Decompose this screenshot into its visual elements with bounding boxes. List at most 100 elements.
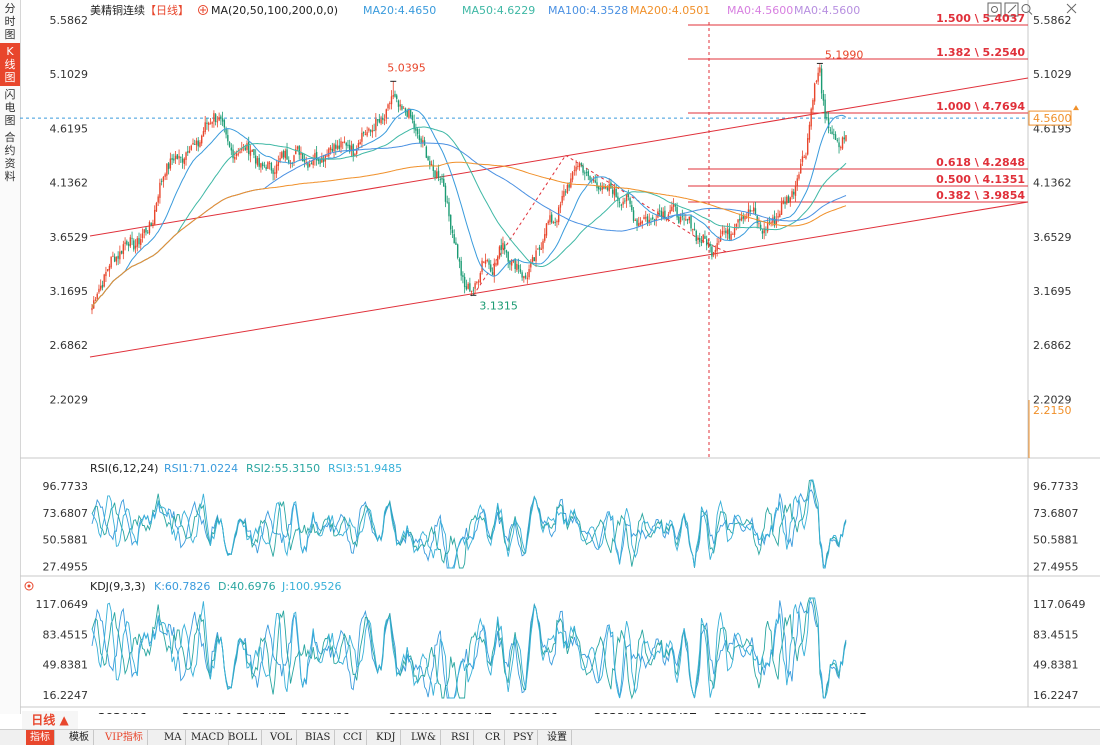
channel-lower-line[interactable] (89, 201, 1029, 358)
candle (537, 248, 539, 250)
candle (620, 204, 623, 206)
candle (791, 191, 793, 198)
search-icon[interactable] (1021, 4, 1033, 15)
candle (188, 150, 191, 153)
candle (434, 170, 436, 178)
kdj-tick-left: 16.2247 (43, 689, 89, 702)
extreme-label: 3.1315 (479, 299, 518, 312)
toolbar-btn-8[interactable]: CCI (339, 730, 368, 745)
candle (303, 159, 306, 162)
period-selector[interactable]: 日线 ▲ (22, 711, 78, 729)
rsi-tick-left: 27.4955 (43, 561, 89, 574)
candle (813, 83, 816, 102)
crosshair-dot (27, 584, 31, 588)
candle (389, 103, 391, 104)
rsi-line (91, 479, 847, 569)
candle (422, 140, 424, 143)
ma-value: MA200:4.0501 (630, 4, 710, 17)
chart-area[interactable]: 美精铜连续【日线】 MA(20,50,100,200,0,0) MA20:4.4… (20, 0, 1100, 714)
toolbar-btn-13[interactable]: PSY (509, 730, 539, 745)
candle (556, 220, 558, 223)
candle (674, 205, 677, 207)
kdj-line (91, 597, 847, 700)
candle (366, 132, 368, 136)
extreme-label: 5.1990 (825, 48, 864, 61)
candle (385, 109, 387, 119)
toolbar-btn-12[interactable]: CR (481, 730, 506, 745)
candle (282, 151, 285, 158)
candle (448, 202, 450, 217)
candle (350, 145, 353, 151)
candle (397, 100, 400, 107)
candle (373, 130, 375, 131)
sidebar-tab-0[interactable]: 分时图 (0, 0, 20, 43)
candle (568, 184, 570, 188)
candle (408, 108, 410, 118)
candle (728, 228, 731, 239)
candle (206, 122, 208, 124)
rsi-value: RSI2:55.3150 (246, 462, 320, 475)
candle (660, 210, 663, 217)
candle (697, 237, 699, 240)
toolbar-btn-2[interactable]: VIP指标 (101, 730, 148, 745)
candle (230, 147, 233, 151)
candle (533, 257, 536, 262)
candle (336, 145, 339, 149)
candle (481, 260, 483, 272)
toolbar-btn-4[interactable]: MACD (187, 730, 230, 745)
candle (441, 178, 443, 180)
toolbar-btn-10[interactable]: LW& (407, 730, 441, 745)
toolbar-btn-5[interactable]: BOLL (224, 730, 263, 745)
candle (714, 249, 717, 253)
settings-icon[interactable] (987, 2, 1002, 17)
toolbar-btn-3[interactable]: MA (160, 730, 187, 745)
candle (773, 216, 776, 226)
candle (594, 180, 596, 183)
candle (561, 195, 563, 203)
toolbar-btn-7[interactable]: BIAS (301, 730, 336, 745)
candle (833, 134, 835, 135)
candle (678, 216, 680, 224)
candle (495, 263, 497, 266)
date-tick: 2023/11 (714, 711, 764, 714)
toolbar-btn-9[interactable]: KDJ (372, 730, 401, 745)
popout-icon[interactable] (1004, 2, 1019, 17)
toolbar-btn-11[interactable]: RSI (447, 730, 475, 745)
candle (249, 150, 252, 156)
circle-plus-icon[interactable] (198, 5, 208, 15)
toolbar-btn-0[interactable]: 指标 (26, 730, 55, 745)
candle (779, 213, 781, 218)
price-tick-left: 3.1695 (50, 285, 89, 298)
candle (627, 195, 630, 197)
candle (664, 210, 666, 219)
fib-level-label: 0.500 \ 4.1351 (936, 173, 1025, 186)
candle (699, 237, 701, 242)
channel-upper-line[interactable] (89, 77, 1029, 237)
candle (371, 130, 374, 133)
sidebar-tab-3[interactable]: 合约资料 (0, 129, 20, 185)
candle (120, 250, 123, 254)
date-tick: 2021/07 (236, 711, 286, 714)
candle (392, 95, 394, 97)
candle (477, 281, 480, 283)
toolbar-btn-1[interactable]: 模板 (65, 730, 94, 745)
toolbar-btn-6[interactable]: VOL (266, 730, 297, 745)
sidebar-tab-2[interactable]: 闪电图 (0, 86, 20, 129)
toolbar-btn-14[interactable]: 设置 (543, 730, 572, 745)
candle (784, 202, 786, 205)
candle (606, 187, 609, 190)
candle (143, 229, 145, 234)
candle (296, 146, 299, 149)
candle (458, 259, 461, 262)
candle (148, 222, 151, 234)
candle (751, 210, 753, 212)
candle (639, 222, 642, 225)
caret-up-icon[interactable] (1073, 105, 1079, 111)
candle (150, 223, 152, 226)
candle (192, 143, 194, 145)
candle (207, 122, 210, 125)
crosshair-icon[interactable] (24, 581, 34, 591)
close-icon[interactable] (1020, 3, 1077, 14)
candle (618, 202, 621, 204)
